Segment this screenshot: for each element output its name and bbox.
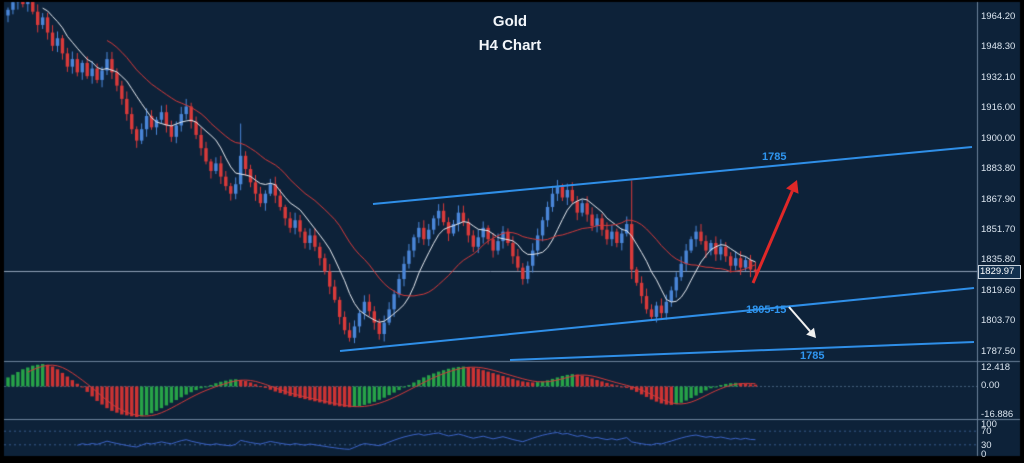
price-axis-label: 1964.20	[981, 11, 1016, 22]
price-axis-label: 1883.80	[981, 163, 1016, 174]
oscillator-axis-label: -16.886	[981, 409, 1014, 420]
chart-title-line2: H4 Chart	[478, 37, 542, 54]
channel-mid-trendline-label[interactable]: 1805-15	[746, 304, 787, 316]
oscillator-axis-label: 12.418	[981, 362, 1011, 373]
price-axis-label: 1932.10	[981, 72, 1016, 83]
price-axis-label: 1819.60	[981, 285, 1016, 296]
oscillator-axis-label: 0.00	[981, 380, 1000, 391]
rsi-axis-label: 70	[981, 426, 992, 437]
rsi-axis-label: 100	[981, 419, 997, 430]
price-axis-label: 1916.00	[981, 102, 1016, 113]
chart-title-line1: Gold	[492, 13, 528, 30]
price-axis-label: 1867.90	[981, 194, 1016, 205]
price-axis-label: 1900.00	[981, 133, 1016, 144]
channel-lower-trendline-label[interactable]: 1785	[800, 350, 825, 362]
price-axis-label: 1948.30	[981, 41, 1016, 52]
current-price-tag: 1829.97	[978, 265, 1021, 279]
rsi-axis-label: 30	[981, 440, 992, 451]
rsi-axis-label: 0	[981, 449, 987, 460]
upper-resistance-trendline-label[interactable]: 1785	[762, 151, 787, 163]
price-axis-label: 1803.70	[981, 315, 1016, 326]
price-axis-label: 1835.80	[981, 254, 1016, 265]
chart-title: Gold H4 Chart	[415, 10, 605, 58]
price-axis-label: 1787.50	[981, 346, 1016, 357]
price-axis-label: 1851.70	[981, 224, 1016, 235]
